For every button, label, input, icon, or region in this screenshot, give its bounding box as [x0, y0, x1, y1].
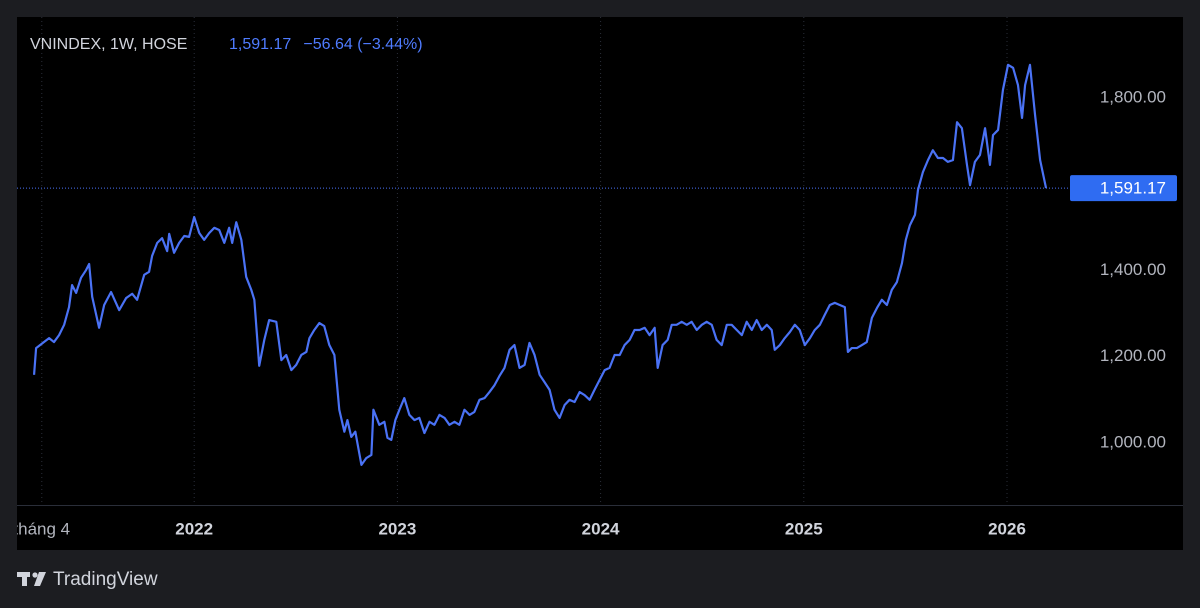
y-tick-label: 1,400.00 — [1100, 260, 1166, 279]
x-tick-label: 2025 — [785, 519, 823, 538]
chart-title: VNINDEX, 1W, HOSE — [30, 36, 187, 53]
price-line — [32, 63, 1048, 467]
x-tick-label: 2023 — [378, 519, 416, 538]
x-tick-label: 2026 — [988, 519, 1026, 538]
last-price-label: 1,591.17 — [1100, 179, 1166, 198]
y-tick-label: 1,800.00 — [1100, 88, 1166, 107]
grid — [41, 17, 1008, 505]
x-tick-label: 2024 — [582, 519, 620, 538]
plot: tháng 4 2022 2023 2024 2025 2026 — [13, 63, 1048, 538]
brand-logo — [17, 572, 46, 586]
x-tick-label: tháng 4 — [13, 519, 70, 538]
last-price-badge — [1070, 175, 1177, 202]
brand-name: TradingView — [53, 569, 158, 590]
chart-panel — [17, 17, 1183, 550]
y-tick-label: 1,000.00 — [1100, 432, 1166, 451]
header-change: −56.64 (−3.44%) — [303, 36, 422, 53]
x-tick-label: 2022 — [175, 519, 213, 538]
header-price: 1,591.17 — [229, 36, 291, 53]
y-tick-label: 1,200.00 — [1100, 346, 1166, 365]
